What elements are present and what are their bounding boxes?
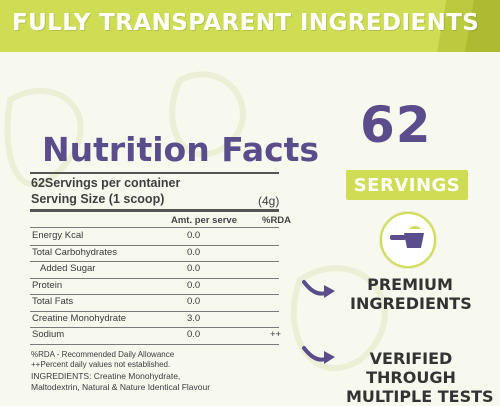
nutrition-row-label: Energy Kcal: [32, 230, 84, 241]
nutrition-facts-title: Nutrition Facts: [42, 130, 320, 169]
nutrition-row-value: 0.0: [187, 230, 201, 241]
column-header-rda: %RDA: [262, 215, 292, 226]
nutrition-row-label: Added Sugar: [40, 263, 96, 274]
ingredients-line-1: INGREDIENTS: Creatine Monohydrate,: [31, 371, 181, 381]
nutrition-row-label: Total Carbohydrates: [32, 246, 118, 258]
nutrition-row-value: 0.0: [187, 263, 201, 274]
nutrition-row-value: 0.0: [187, 246, 201, 258]
nutrition-row-divider: [30, 343, 279, 345]
nutrition-row-divider: [30, 244, 279, 246]
serving-divider: [30, 209, 279, 212]
banner-stripe: [430, 0, 500, 52]
nutrition-row-label: Creatine Monohydrate: [32, 312, 126, 324]
column-header-amount: Amt. per serve: [171, 215, 238, 226]
serving-size-label: Serving Size (1 scoop): [31, 192, 165, 206]
nutrition-row-rda: ++: [270, 329, 282, 340]
header-divider: [30, 227, 279, 228]
banner-title: FULLY TRANSPARENT INGREDIENTS: [12, 10, 480, 36]
ingredients-line-2: Maltodextrin, Natural & Nature Identical…: [31, 382, 211, 392]
nutrition-row-label: Total Fats: [32, 296, 74, 307]
serving-size-value: (4g): [258, 194, 280, 208]
nutrition-row-divider: [30, 277, 279, 279]
nutrition-row-value: 0.0: [187, 279, 201, 291]
header-banner: [0, 0, 500, 52]
title-divider: [30, 172, 279, 174]
nutrition-row-divider: [30, 261, 279, 262]
nutrition-row-value: 3.0: [187, 312, 201, 324]
nutrition-row-value: 0.0: [187, 296, 201, 307]
scoop-icon: [390, 226, 424, 248]
nutrition-row-divider: [30, 327, 279, 328]
arrow-icon: [302, 346, 335, 364]
nutrition-row-value: 0.0: [187, 329, 201, 340]
feature-line: INGREDIENTS: [350, 294, 472, 313]
nutrition-row-divider: [30, 310, 279, 312]
nutrition-row-label: Sodium: [32, 329, 65, 340]
feature-verified-tests: VERIFIED THROUGH MULTIPLE TESTS: [346, 349, 494, 406]
servings-number: 62: [360, 96, 432, 154]
background-leaf-icon: [4, 71, 388, 371]
servings-label: SERVINGS: [353, 175, 461, 196]
feature-line: MULTIPLE TESTS: [346, 387, 494, 406]
servings-badge: [346, 170, 468, 200]
daily-values-note: ++Percent daily values not established.: [31, 360, 171, 369]
servings-per-container: 62Servings per container: [31, 176, 181, 190]
feature-premium-ingredients: PREMIUM INGREDIENTS: [350, 275, 472, 313]
feature-line: PREMIUM: [367, 275, 453, 294]
nutrition-row-label: Protein: [32, 279, 63, 291]
feature-line: THROUGH: [366, 368, 456, 387]
arrow-icon: [302, 280, 335, 298]
rda-note: %RDA - Recommended Daily Allowance: [31, 350, 175, 359]
feature-line: VERIFIED: [369, 349, 453, 368]
nutrition-row-divider: [30, 294, 279, 295]
